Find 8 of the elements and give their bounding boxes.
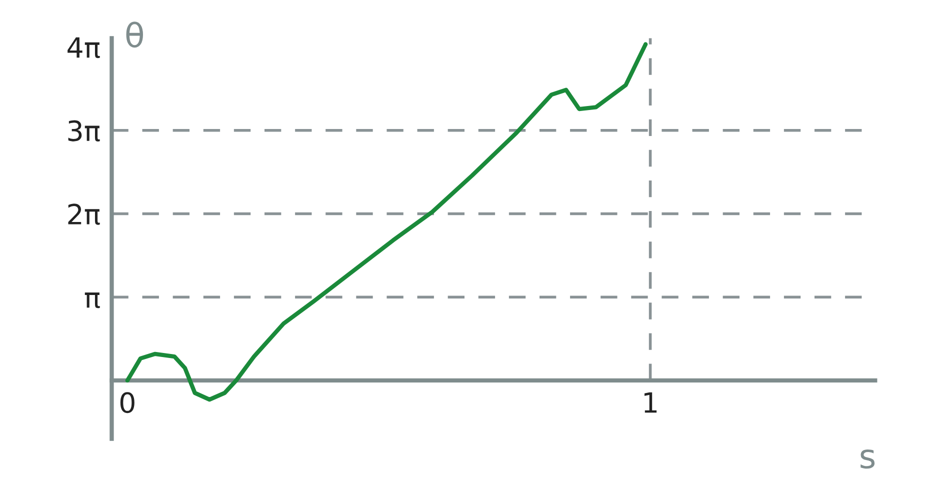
y-tick-label: 4π bbox=[68, 37, 100, 58]
y-tick-label: 3π bbox=[68, 120, 100, 142]
x-tick-label: 1 bbox=[644, 392, 657, 413]
y-tick-label: π bbox=[84, 292, 100, 308]
x-axis-title: s bbox=[860, 450, 875, 469]
y-axis-title: θ bbox=[126, 22, 143, 48]
x-tick-label: 0 bbox=[120, 392, 134, 414]
y-tick-label: 2π bbox=[68, 204, 100, 225]
